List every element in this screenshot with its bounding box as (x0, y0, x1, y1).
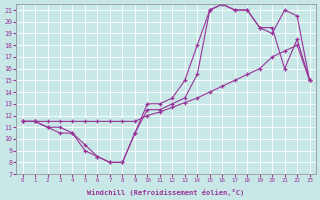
X-axis label: Windchill (Refroidissement éolien,°C): Windchill (Refroidissement éolien,°C) (87, 189, 245, 196)
